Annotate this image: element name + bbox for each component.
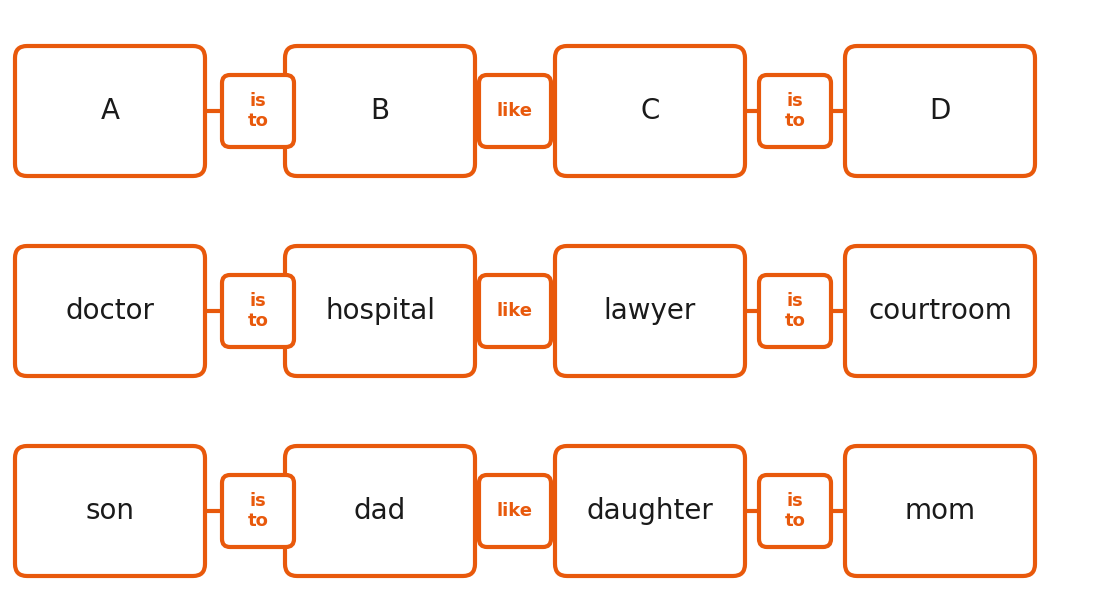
Text: like: like bbox=[497, 302, 533, 320]
FancyBboxPatch shape bbox=[759, 275, 831, 347]
Text: A: A bbox=[101, 97, 120, 125]
FancyBboxPatch shape bbox=[222, 75, 294, 147]
FancyBboxPatch shape bbox=[759, 75, 831, 147]
Text: mom: mom bbox=[905, 497, 976, 525]
FancyBboxPatch shape bbox=[480, 275, 551, 347]
Text: hospital: hospital bbox=[325, 297, 435, 325]
FancyBboxPatch shape bbox=[480, 75, 551, 147]
Text: is
to: is to bbox=[248, 492, 269, 530]
Text: dad: dad bbox=[354, 497, 406, 525]
FancyBboxPatch shape bbox=[555, 446, 745, 576]
Text: B: B bbox=[371, 97, 390, 125]
Text: like: like bbox=[497, 102, 533, 120]
FancyBboxPatch shape bbox=[222, 275, 294, 347]
Text: like: like bbox=[497, 502, 533, 520]
FancyBboxPatch shape bbox=[16, 446, 205, 576]
FancyBboxPatch shape bbox=[845, 46, 1035, 176]
Text: courtroom: courtroom bbox=[868, 297, 1012, 325]
Text: is
to: is to bbox=[785, 291, 806, 331]
Text: C: C bbox=[640, 97, 659, 125]
FancyBboxPatch shape bbox=[555, 46, 745, 176]
Text: is
to: is to bbox=[785, 492, 806, 530]
FancyBboxPatch shape bbox=[16, 46, 205, 176]
Text: daughter: daughter bbox=[586, 497, 714, 525]
Text: doctor: doctor bbox=[65, 297, 154, 325]
Text: is
to: is to bbox=[785, 92, 806, 130]
Text: son: son bbox=[85, 497, 134, 525]
Text: is
to: is to bbox=[248, 92, 269, 130]
FancyBboxPatch shape bbox=[285, 446, 475, 576]
FancyBboxPatch shape bbox=[555, 246, 745, 376]
Text: lawyer: lawyer bbox=[604, 297, 696, 325]
Text: D: D bbox=[929, 97, 950, 125]
FancyBboxPatch shape bbox=[759, 475, 831, 547]
FancyBboxPatch shape bbox=[845, 446, 1035, 576]
FancyBboxPatch shape bbox=[222, 475, 294, 547]
FancyBboxPatch shape bbox=[16, 246, 205, 376]
FancyBboxPatch shape bbox=[285, 246, 475, 376]
FancyBboxPatch shape bbox=[480, 475, 551, 547]
FancyBboxPatch shape bbox=[285, 46, 475, 176]
FancyBboxPatch shape bbox=[845, 246, 1035, 376]
Text: is
to: is to bbox=[248, 291, 269, 331]
